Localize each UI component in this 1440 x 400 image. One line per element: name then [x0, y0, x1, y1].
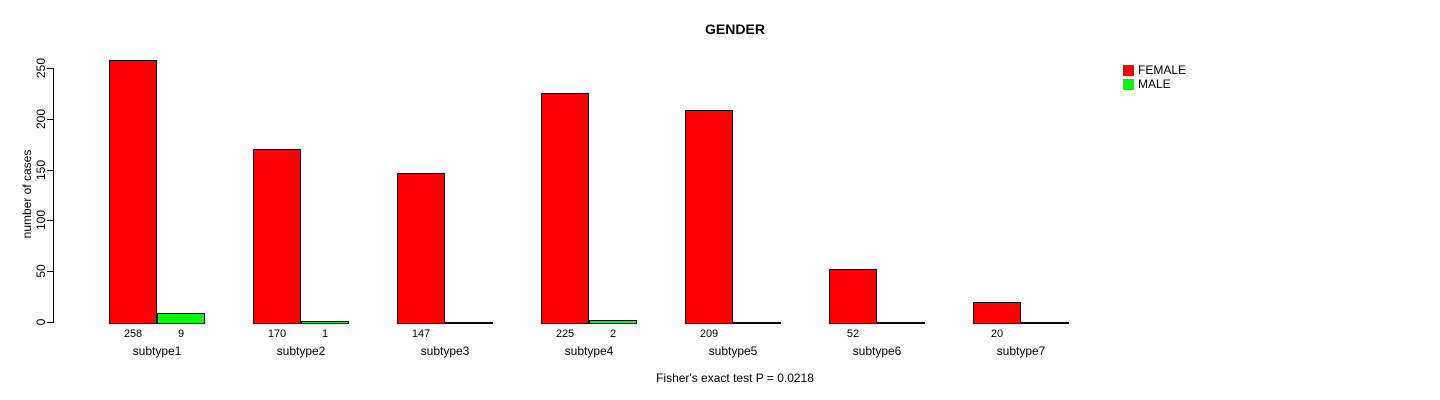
- x-tick-label-subtype2: subtype2: [276, 344, 326, 358]
- x-tick-label-subtype4: subtype4: [564, 344, 614, 358]
- value-label-female-subtype4: 225: [555, 328, 575, 340]
- x-tick-label-subtype3: subtype3: [420, 344, 470, 358]
- legend-label-male: MALE: [1138, 77, 1171, 91]
- x-tick-label-subtype6: subtype6: [852, 344, 902, 358]
- value-label-female-subtype3: 147: [411, 328, 431, 340]
- y-axis-line: [53, 68, 54, 323]
- bar-female-subtype5: [685, 110, 733, 324]
- bar-male-subtype3-zero: [445, 322, 493, 324]
- value-label-female-subtype6: 52: [846, 328, 860, 340]
- bar-female-subtype1: [109, 60, 157, 324]
- bar-female-subtype7: [973, 302, 1021, 324]
- y-tick-label: 250: [34, 57, 48, 79]
- value-label-male-subtype1: 9: [177, 328, 185, 340]
- value-label-female-subtype5: 209: [699, 328, 719, 340]
- bar-male-subtype7-zero: [1021, 322, 1069, 324]
- annotation-text: Fisher's exact test P = 0.0218: [656, 371, 814, 385]
- x-tick-label-subtype7: subtype7: [996, 344, 1046, 358]
- legend-item-female: FEMALE: [1123, 64, 1186, 77]
- y-tick-label: 100: [34, 209, 48, 231]
- bar-female-subtype2: [253, 149, 301, 324]
- y-tick-label: 50: [34, 264, 48, 278]
- y-tick: [47, 68, 53, 69]
- value-label-female-subtype2: 170: [267, 328, 287, 340]
- value-label-female-subtype7: 20: [990, 328, 1004, 340]
- x-tick-label-subtype1: subtype1: [132, 344, 182, 358]
- value-label-male-subtype2: 1: [321, 328, 329, 340]
- legend-swatch-male-icon: [1123, 79, 1134, 90]
- value-label-male-subtype4: 2: [609, 328, 617, 340]
- bar-male-subtype5-zero: [733, 322, 781, 324]
- y-tick: [47, 119, 53, 120]
- y-tick: [47, 322, 53, 323]
- bar-female-subtype6: [829, 269, 877, 324]
- bar-female-subtype4: [541, 93, 589, 324]
- y-tick-label: 200: [34, 108, 48, 130]
- legend-item-male: MALE: [1123, 78, 1186, 91]
- bar-male-subtype1: [157, 313, 205, 324]
- bar-female-subtype3: [397, 173, 445, 324]
- bar-male-subtype2: [301, 321, 349, 324]
- y-tick: [47, 271, 53, 272]
- value-label-female-subtype1: 258: [123, 328, 143, 340]
- legend: FEMALE MALE: [1123, 64, 1186, 92]
- y-axis-label: number of cases: [20, 149, 34, 239]
- y-tick: [47, 170, 53, 171]
- x-tick-label-subtype5: subtype5: [708, 344, 758, 358]
- chart-title: GENDER: [705, 21, 765, 37]
- y-tick-label: 0: [34, 318, 48, 326]
- y-tick-label: 150: [34, 159, 48, 181]
- legend-swatch-female-icon: [1123, 65, 1134, 76]
- bar-male-subtype4: [589, 320, 637, 324]
- bar-male-subtype6-zero: [877, 322, 925, 324]
- legend-label-female: FEMALE: [1138, 63, 1187, 77]
- y-tick: [47, 220, 53, 221]
